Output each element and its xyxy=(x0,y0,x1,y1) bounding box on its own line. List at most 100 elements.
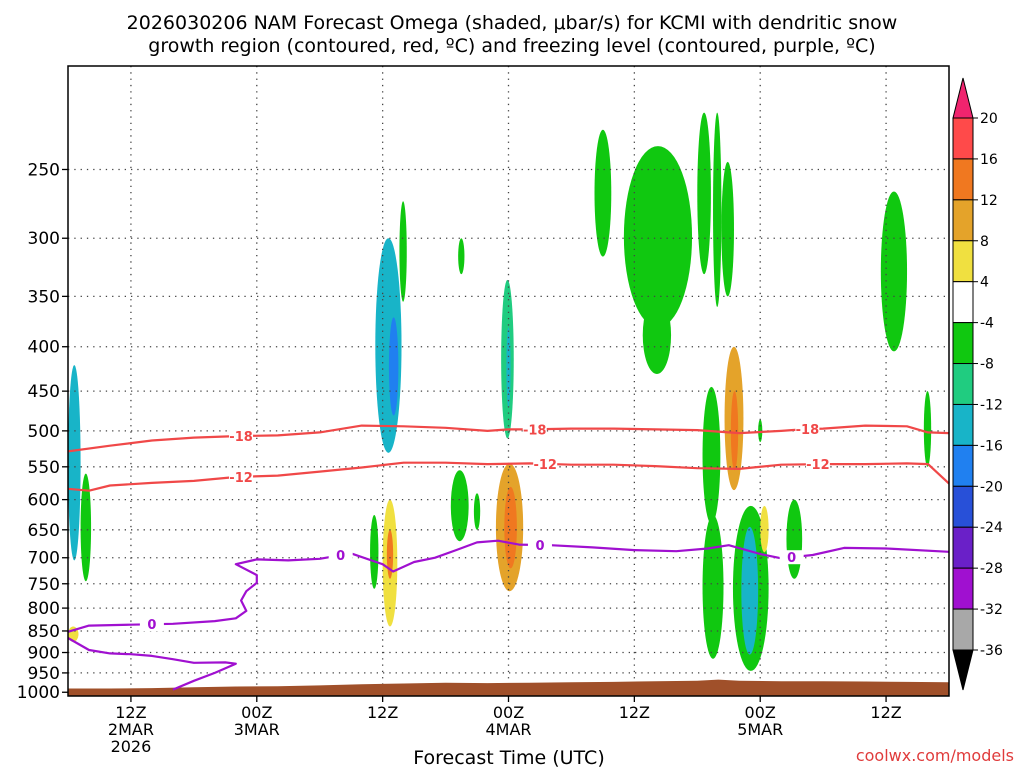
gridlines xyxy=(68,66,949,696)
colorbar-bottom-arrow xyxy=(952,649,974,691)
y-tick-label: 900 xyxy=(28,644,60,664)
y-tick-label: 750 xyxy=(28,575,60,595)
contour-label-bg xyxy=(522,422,547,437)
colorbar-swatch xyxy=(952,117,974,160)
colorbar-label: -4 xyxy=(980,316,994,332)
x-tick-label: 5MAR xyxy=(737,720,783,739)
y-tick-label: 800 xyxy=(28,599,60,619)
colorbar-swatch xyxy=(952,199,974,242)
contour-line xyxy=(67,461,950,492)
omega-cell xyxy=(386,529,394,579)
colorbar-label: 16 xyxy=(980,152,998,168)
colorbar-label: -36 xyxy=(980,643,1003,659)
x-tick-label: 3MAR xyxy=(234,720,280,739)
colorbar-swatch xyxy=(952,363,974,405)
contour-label: -12 xyxy=(533,458,557,473)
contour-label-bg xyxy=(779,550,804,565)
y-tick-label: 350 xyxy=(28,287,60,307)
omega-cell xyxy=(80,473,92,582)
contour-label: 0 xyxy=(787,551,796,566)
chart-title-line-2: growth region (contoured, red, ºC) and f… xyxy=(148,35,875,57)
x-tick-label: 00Z xyxy=(745,703,776,722)
omega-cell xyxy=(760,505,769,553)
contour-label-bg xyxy=(533,456,558,471)
contour-label-bg xyxy=(527,537,552,552)
omega-cell xyxy=(504,486,517,569)
y-tick-label: 700 xyxy=(28,549,60,569)
contour-line xyxy=(67,637,237,691)
colorbar-swatch xyxy=(952,526,974,569)
contour-label-bg xyxy=(795,422,820,437)
chart-title-line-1: 2026030206 NAM Forecast Omega (shaded, μ… xyxy=(127,12,898,34)
contour-label: -18 xyxy=(229,430,253,445)
omega-cell xyxy=(450,470,469,542)
colorbar-swatch xyxy=(952,567,974,610)
omega-cell xyxy=(713,112,722,307)
omega-cell xyxy=(721,161,734,297)
contour-label: -18 xyxy=(523,423,547,438)
colorbar-swatch xyxy=(952,608,974,651)
contour-line xyxy=(67,539,950,633)
terrain-fill xyxy=(68,679,949,696)
omega-cell xyxy=(68,365,81,561)
x-axis-title: Forecast Time (UTC) xyxy=(413,747,604,768)
colorbar-label: -16 xyxy=(980,438,1003,454)
omega-cell xyxy=(594,129,612,257)
colorbar-label: -20 xyxy=(980,479,1003,495)
colorbar-label: 4 xyxy=(980,275,989,291)
omega-cell xyxy=(880,191,908,352)
contour-label: -12 xyxy=(806,458,830,473)
colorbar-label: -32 xyxy=(980,602,1003,618)
x-tick-label: 12Z xyxy=(367,703,398,722)
contour-label: 0 xyxy=(535,539,544,554)
colorbar-label: -12 xyxy=(980,397,1003,413)
contour-label: 0 xyxy=(336,549,345,564)
x-tick-label: 2026 xyxy=(111,737,152,756)
colorbar-swatch xyxy=(952,444,974,487)
colorbar-swatch xyxy=(952,158,974,201)
contour-label-bg xyxy=(229,469,254,484)
x-tick-label: 12Z xyxy=(870,703,901,722)
omega-cell xyxy=(458,238,465,275)
y-tick-label: 950 xyxy=(28,664,60,684)
y-tick-label: 250 xyxy=(28,160,60,180)
credit-text: coolwx.com/models xyxy=(856,746,1014,765)
y-tick-label: 400 xyxy=(28,338,60,358)
y-tick-label: 850 xyxy=(28,622,60,642)
colorbar-label: 8 xyxy=(980,234,989,250)
y-axis: 2503003504004505005506006507007508008509… xyxy=(17,160,68,703)
omega-cell xyxy=(741,526,759,655)
contour-label-bg xyxy=(139,617,164,632)
omega-cell xyxy=(473,493,481,530)
omega-cell xyxy=(623,146,693,328)
y-tick-label: 450 xyxy=(28,382,60,402)
colorbar-label: 20 xyxy=(980,111,998,127)
omega-cell xyxy=(388,317,399,416)
colorbar: 20 16 12 8 4 -4 -8 -12 -16 -20 -24 -28 -32 -36 xyxy=(952,77,1003,691)
omega-cell xyxy=(730,391,739,471)
x-tick-label: 00Z xyxy=(493,703,524,722)
y-tick-label: 300 xyxy=(28,229,60,249)
x-tick-label: 2MAR xyxy=(108,720,154,739)
omega-cell xyxy=(758,419,763,443)
colorbar-label: -28 xyxy=(980,561,1003,577)
contour-label-bg xyxy=(229,429,254,444)
colorbar-swatch xyxy=(952,240,974,283)
y-tick-label: 650 xyxy=(28,521,60,541)
colorbar-label: -24 xyxy=(980,520,1003,536)
omega-cell xyxy=(786,499,803,579)
contour-label-bg xyxy=(805,457,830,472)
x-tick-label: 00Z xyxy=(241,703,272,722)
contour-lines: -18 -18 -18 -12 -12 -12 0 0 0 0 xyxy=(67,422,950,691)
y-tick-label: 500 xyxy=(28,422,60,442)
colorbar-swatch xyxy=(952,281,974,324)
omega-cell xyxy=(506,327,511,408)
contour-label-bg xyxy=(328,548,353,563)
contour-label: 0 xyxy=(147,618,156,633)
colorbar-swatch xyxy=(952,485,974,528)
omega-cell xyxy=(642,296,672,374)
colorbar-label: -8 xyxy=(980,357,994,373)
omega-cell xyxy=(399,201,407,302)
